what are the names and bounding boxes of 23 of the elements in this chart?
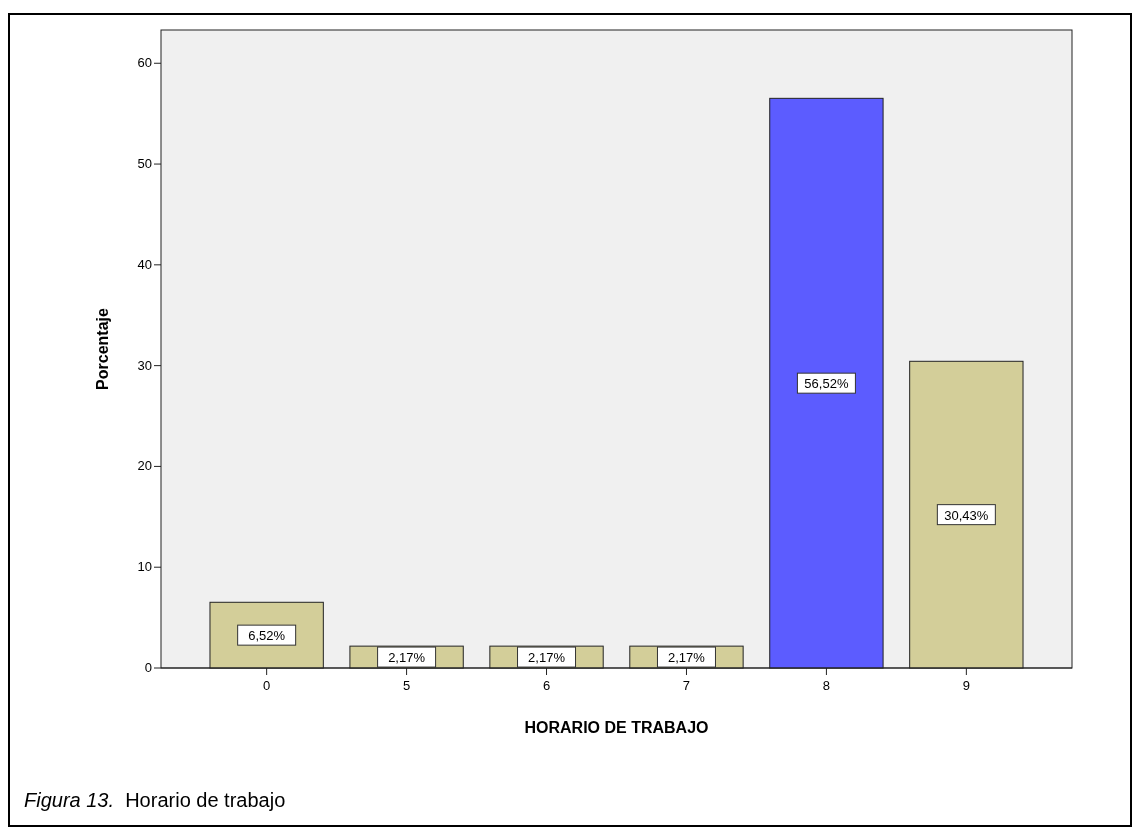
data-label: 6,52% [248, 628, 286, 644]
y-tick-label: 30 [137, 357, 152, 373]
y-tick-label: 60 [137, 55, 152, 71]
data-label: 2,17% [388, 650, 426, 666]
y-tick-label: 50 [137, 156, 152, 172]
x-tick-label: 6 [542, 678, 551, 693]
y-tick-label: 0 [144, 660, 152, 675]
x-tick-label: 0 [263, 678, 271, 693]
y-axis-title: Porcentaje [94, 307, 111, 390]
y-tick-label: 20 [137, 458, 152, 474]
x-tick-label: 9 [962, 678, 970, 693]
x-tick-label: 5 [402, 678, 411, 693]
x-tick-label: 7 [682, 678, 691, 693]
y-tick-label: 10 [137, 559, 152, 575]
data-label: 2,17% [528, 650, 566, 666]
x-axis-title: HORARIO DE TRABAJO [524, 719, 709, 736]
data-label: 30,43% [944, 507, 989, 523]
data-label: 2,17% [668, 650, 706, 666]
text: Figura 13. [24, 789, 115, 811]
y-tick-label: 40 [137, 256, 152, 272]
text: Horario de trabajo [114, 789, 286, 811]
data-label: 56,52% [804, 376, 849, 392]
x-tick-label: 8 [822, 678, 831, 693]
